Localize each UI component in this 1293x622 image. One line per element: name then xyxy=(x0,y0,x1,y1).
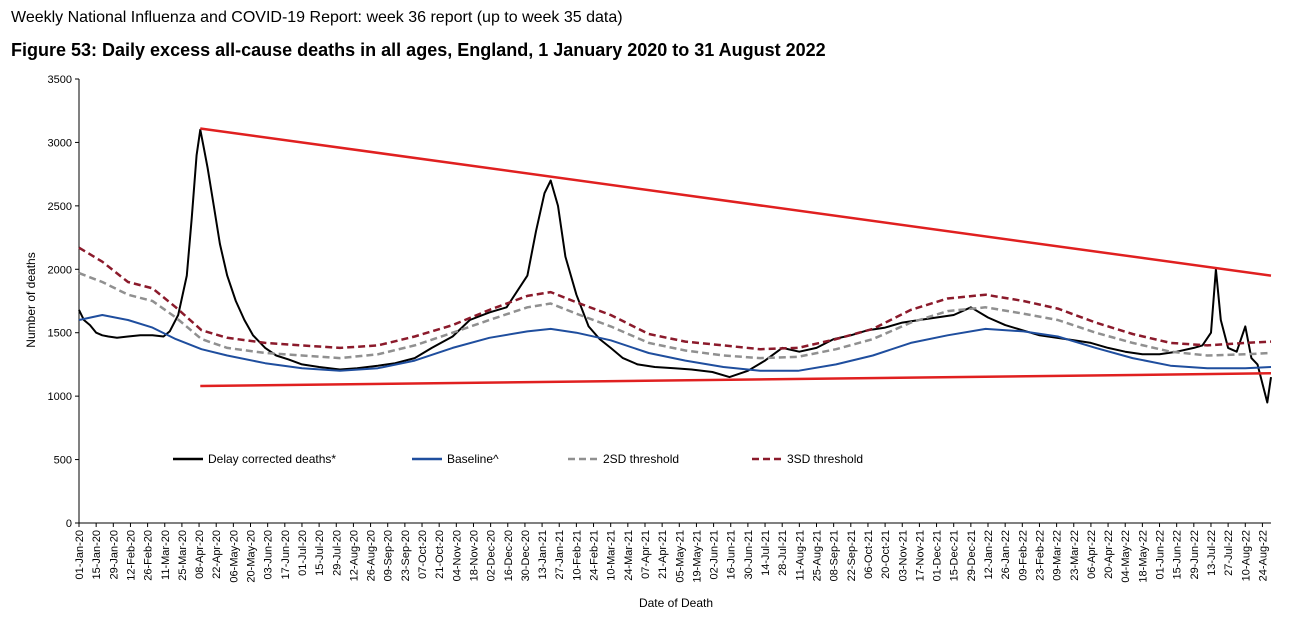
x-tick-label: 25-Aug-21 xyxy=(812,530,824,581)
x-tick-label: 09-Mar-22 xyxy=(1052,530,1064,581)
x-tick-label: 20-Apr-22 xyxy=(1103,530,1115,579)
y-tick-label: 2000 xyxy=(48,264,72,276)
legend-label: 3SD threshold xyxy=(787,452,863,466)
x-tick-label: 24-Mar-21 xyxy=(623,530,635,581)
x-tick-label: 24-Aug-22 xyxy=(1257,530,1269,581)
x-tick-label: 12-Feb-20 xyxy=(126,530,138,581)
x-tick-label: 30-Dec-20 xyxy=(520,530,532,581)
x-tick-label: 26-Feb-20 xyxy=(143,530,155,581)
x-tick-label: 06-May-20 xyxy=(228,530,240,583)
x-tick-label: 17-Nov-21 xyxy=(914,530,926,581)
x-tick-label: 26-Jan-22 xyxy=(1000,530,1012,580)
x-tick-label: 21-Oct-20 xyxy=(434,530,446,579)
x-tick-label: 01-Jun-22 xyxy=(1155,530,1167,580)
x-tick-label: 18-Nov-20 xyxy=(469,530,481,581)
series-line-2sd-threshold xyxy=(78,271,1272,360)
y-axis-label: Number of deaths xyxy=(24,252,38,347)
x-tick-label: 16-Jun-21 xyxy=(726,530,738,580)
x-tick-label: 04-May-22 xyxy=(1120,530,1132,583)
x-tick-label: 08-Sep-21 xyxy=(829,530,841,581)
legend-label: 2SD threshold xyxy=(603,452,679,466)
axes: 0 500 1000 1500 2000 2500 3000 3500 01-Jan-20 15-… xyxy=(48,74,1271,583)
x-tick-label: 22-Apr-20 xyxy=(211,530,223,579)
x-tick-label: 12-Jan-22 xyxy=(983,530,995,580)
x-tick-label: 06-Apr-22 xyxy=(1086,530,1098,579)
trend-line xyxy=(200,372,1272,388)
x-tick-label: 01-Jan-20 xyxy=(74,530,86,580)
series-lines xyxy=(78,128,1272,404)
x-tick-label: 15-Jun-22 xyxy=(1172,530,1184,580)
x-tick-label: 15-Dec-21 xyxy=(949,530,961,581)
x-tick-label: 01-Jul-20 xyxy=(297,530,309,576)
x-tick-label: 04-Nov-20 xyxy=(451,530,463,581)
x-tick-label: 08-Apr-20 xyxy=(194,530,206,579)
legend-label: Delay corrected deaths* xyxy=(208,452,336,466)
x-tick-label: 03-Jun-20 xyxy=(263,530,275,580)
y-tick-label: 0 xyxy=(66,518,72,530)
x-tick-label: 23-Feb-22 xyxy=(1035,530,1047,581)
x-tick-label: 16-Dec-20 xyxy=(503,530,515,581)
x-tick-label: 15-Jul-20 xyxy=(314,530,326,576)
series-line-delay-corrected-deaths xyxy=(78,128,1272,404)
series-line-baseline xyxy=(78,314,1272,372)
x-tick-label: 29-Jun-22 xyxy=(1189,530,1201,580)
x-tick-label: 13-Jan-21 xyxy=(537,530,549,580)
x-tick-label: 24-Feb-21 xyxy=(589,530,601,581)
x-tick-label: 30-Jun-21 xyxy=(743,530,755,580)
x-tick-label: 10-Feb-21 xyxy=(571,530,583,581)
x-tick-label: 14-Jul-21 xyxy=(760,530,772,576)
x-tick-label: 11-Mar-20 xyxy=(160,530,172,580)
x-tick-label: 23-Mar-22 xyxy=(1069,530,1081,581)
x-tick-label: 27-Jul-22 xyxy=(1223,530,1235,576)
x-tick-label: 07-Oct-20 xyxy=(417,530,429,579)
y-tick-label: 1500 xyxy=(48,328,72,340)
x-tick-label: 26-Aug-20 xyxy=(366,530,378,581)
x-tick-label: 10-Aug-22 xyxy=(1240,530,1252,581)
legend-label: Baseline^ xyxy=(447,452,499,466)
x-tick-label: 13-Jul-22 xyxy=(1206,530,1218,576)
x-tick-label: 03-Nov-21 xyxy=(897,530,909,581)
x-tick-label: 07-Apr-21 xyxy=(640,530,652,579)
y-tick-label: 3500 xyxy=(48,74,72,86)
x-tick-label: 01-Dec-21 xyxy=(932,530,944,581)
x-tick-label: 29-Jul-20 xyxy=(331,530,343,576)
x-tick-label: 09-Feb-22 xyxy=(1017,530,1029,581)
x-tick-label: 22-Sep-21 xyxy=(846,530,858,581)
x-tick-label: 05-May-21 xyxy=(674,530,686,583)
x-tick-label: 29-Dec-21 xyxy=(966,530,978,581)
x-tick-label: 17-Jun-20 xyxy=(280,530,292,580)
x-tick-label: 25-Mar-20 xyxy=(177,530,189,581)
y-tick-label: 2500 xyxy=(48,201,72,213)
x-tick-label: 19-May-21 xyxy=(691,530,703,583)
trend-lines xyxy=(200,127,1272,388)
x-tick-label: 20-May-20 xyxy=(246,530,258,583)
x-tick-label: 06-Oct-21 xyxy=(863,530,875,579)
x-tick-label: 20-Oct-21 xyxy=(880,530,892,579)
x-tick-label: 02-Dec-20 xyxy=(486,530,498,581)
y-tick-label: 3000 xyxy=(48,137,72,149)
y-tick-label: 1000 xyxy=(48,391,72,403)
report-header: Weekly National Influenza and COVID-19 R… xyxy=(11,9,623,26)
x-tick-label: 29-Jan-20 xyxy=(108,530,120,580)
figure-title: Figure 53: Daily excess all-cause deaths… xyxy=(11,40,826,60)
trend-line xyxy=(200,127,1272,277)
x-tick-label: 10-Mar-21 xyxy=(606,530,618,581)
x-tick-label: 18-May-22 xyxy=(1137,530,1149,583)
series-line-3sd-threshold xyxy=(78,246,1272,351)
x-tick-label: 02-Jun-21 xyxy=(709,530,721,580)
x-tick-label: 27-Jan-21 xyxy=(554,530,566,580)
x-tick-label: 23-Sep-20 xyxy=(400,530,412,581)
x-tick-label: 15-Jan-20 xyxy=(91,530,103,580)
x-axis-label: Date of Death xyxy=(639,596,713,610)
x-tick-label: 21-Apr-21 xyxy=(657,530,669,579)
x-tick-label: 12-Aug-20 xyxy=(348,530,360,581)
x-tick-label: 28-Jul-21 xyxy=(777,530,789,576)
legend: Delay corrected deaths* Baseline^ 2SD thre… xyxy=(173,452,863,466)
y-tick-label: 500 xyxy=(54,455,72,467)
x-tick-label: 09-Sep-20 xyxy=(383,530,395,581)
x-tick-label: 11-Aug-21 xyxy=(794,530,806,581)
